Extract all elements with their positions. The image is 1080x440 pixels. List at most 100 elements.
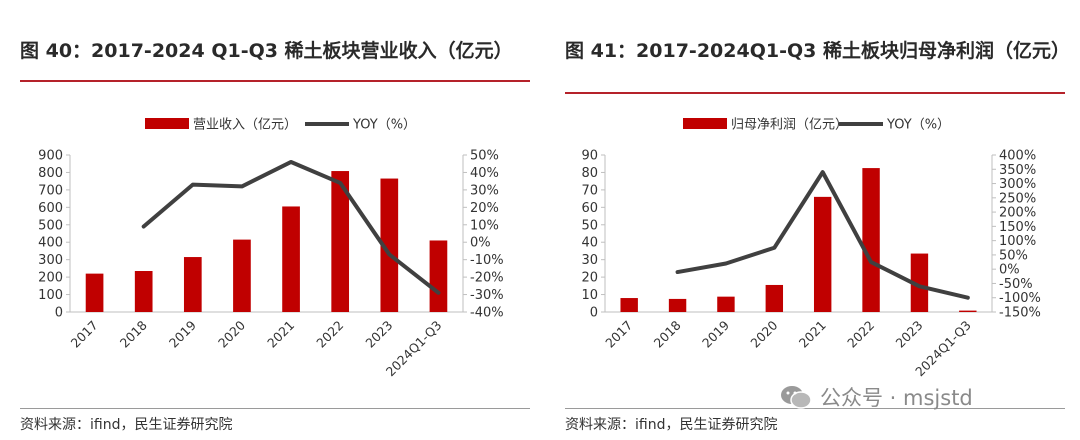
x-tick-label: 2018 bbox=[651, 317, 684, 350]
legend-label-bar: 营业收入（亿元） bbox=[193, 118, 297, 133]
y-right-tick-label: 10% bbox=[470, 218, 499, 233]
y-left-tick-label: 70 bbox=[581, 183, 598, 198]
bar bbox=[862, 168, 880, 312]
yoy-point bbox=[338, 181, 342, 185]
y-right-tick-label: 0% bbox=[470, 236, 491, 251]
x-tick-label: 2021 bbox=[264, 318, 297, 351]
y-left-tick-label: 800 bbox=[38, 166, 63, 181]
y-right-tick-label: -10% bbox=[470, 253, 504, 268]
bar bbox=[282, 206, 300, 312]
yoy-point bbox=[142, 224, 146, 229]
y-right-tick-label: -150% bbox=[999, 306, 1041, 321]
bar bbox=[717, 296, 735, 312]
y-right-tick-label: 200% bbox=[999, 206, 1036, 221]
y-right-tick-label: 50% bbox=[470, 149, 499, 164]
source-divider bbox=[565, 408, 1065, 409]
x-tick-label: 2019 bbox=[166, 317, 199, 350]
yoy-point bbox=[772, 246, 776, 250]
y-right-tick-label: 350% bbox=[999, 163, 1036, 178]
bar bbox=[233, 239, 251, 312]
revenue-chart: 0 100 200 300 400 500 600 700 800 900 -40% -30% -20%… bbox=[38, 118, 504, 380]
yoy-point bbox=[191, 183, 195, 187]
yoy-point bbox=[917, 284, 922, 288]
bar bbox=[910, 253, 929, 312]
wechat-icon bbox=[781, 386, 812, 409]
y-right-tick-label: 300% bbox=[999, 177, 1036, 192]
x-tick-label: 2020 bbox=[215, 317, 248, 350]
bar bbox=[429, 240, 448, 312]
y-left-tick-label: 700 bbox=[38, 183, 63, 198]
y-right-tick-label: 250% bbox=[999, 191, 1036, 206]
y-right-tick-label: 0% bbox=[999, 263, 1020, 278]
bar bbox=[620, 298, 638, 312]
yoy-point bbox=[724, 261, 728, 266]
y-left-tick-label: 30 bbox=[581, 253, 598, 268]
x-tick-label: 2018 bbox=[117, 317, 150, 350]
legend-label-line: YOY（%） bbox=[886, 118, 950, 133]
y-left-tick-label: 0 bbox=[55, 306, 63, 321]
title-divider bbox=[20, 80, 530, 82]
y-left-tick-label: 100 bbox=[38, 288, 63, 303]
y-left-tick-label: 900 bbox=[38, 149, 63, 164]
y-right-tick-label: 400% bbox=[999, 149, 1036, 164]
yoy-point bbox=[869, 260, 873, 264]
y-left-tick-label: 50 bbox=[581, 218, 598, 233]
y-left-tick-label: 500 bbox=[38, 218, 63, 233]
y-left-tick-label: 60 bbox=[581, 201, 598, 216]
y-right-tick-label: 100% bbox=[999, 234, 1036, 249]
chart-title: 图 41：2017-2024Q1-Q3 稀土板块归母净利润（亿元） bbox=[565, 40, 1070, 62]
legend-swatch-bar bbox=[145, 118, 189, 129]
y-right-tick-label: 150% bbox=[999, 220, 1036, 235]
y-left-tick-label: 300 bbox=[38, 253, 63, 268]
y-left-tick-label: 10 bbox=[581, 288, 598, 303]
x-tick-label: 2017 bbox=[68, 318, 101, 351]
x-tick-label: 2022 bbox=[844, 318, 877, 351]
yoy-point bbox=[966, 296, 970, 300]
net-profit-chart: 0 10 20 30 40 50 60 70 80 90 -150%-100%-50%0%50%10… bbox=[581, 118, 1041, 380]
y-right-tick-label: 50% bbox=[999, 248, 1028, 263]
y-left-tick-label: 40 bbox=[581, 236, 598, 251]
watermark-text: 公众号 · msjstd bbox=[820, 386, 973, 410]
title-divider bbox=[565, 92, 1065, 94]
yoy-point bbox=[436, 291, 441, 295]
bar bbox=[85, 273, 104, 312]
y-left-tick-label: 90 bbox=[581, 149, 598, 164]
bar bbox=[380, 178, 399, 312]
yoy-point bbox=[289, 160, 293, 164]
y-right-tick-label: 40% bbox=[470, 166, 499, 181]
x-tick-label: 2020 bbox=[747, 317, 780, 350]
bar bbox=[183, 257, 202, 312]
y-left-tick-label: 200 bbox=[38, 271, 63, 286]
x-tick-label: 2017 bbox=[602, 318, 635, 351]
x-tick-label: 2019 bbox=[699, 317, 732, 350]
y-right-tick-label: -100% bbox=[999, 291, 1041, 306]
x-tick-label: 2021 bbox=[796, 318, 829, 351]
x-tick-label: 2023 bbox=[892, 318, 925, 351]
y-right-tick-label: -20% bbox=[470, 271, 504, 286]
y-right-tick-label: 30% bbox=[470, 183, 499, 198]
yoy-point bbox=[821, 170, 825, 174]
bar bbox=[765, 284, 784, 312]
bar bbox=[134, 271, 153, 312]
y-right-tick-label: -30% bbox=[470, 288, 504, 303]
yoy-point bbox=[675, 270, 680, 274]
bar bbox=[331, 171, 350, 312]
bar bbox=[959, 310, 977, 312]
y-left-tick-label: 80 bbox=[581, 166, 598, 181]
source-divider bbox=[20, 408, 530, 409]
legend-label-line: YOY（%） bbox=[352, 118, 416, 133]
y-left-tick-label: 400 bbox=[38, 236, 63, 251]
source-note: 资料来源：ifind，民生证券研究院 bbox=[20, 417, 233, 433]
bar bbox=[813, 196, 832, 312]
y-left-tick-label: 600 bbox=[38, 201, 63, 216]
legend-swatch-bar bbox=[683, 118, 727, 129]
watermark: 公众号 · msjstd bbox=[780, 382, 973, 412]
y-left-tick-label: 0 bbox=[590, 306, 598, 321]
x-tick-label: 2022 bbox=[313, 318, 346, 351]
y-right-tick-label: 20% bbox=[470, 201, 499, 216]
yoy-point bbox=[240, 184, 244, 188]
bar bbox=[668, 298, 687, 312]
y-left-tick-label: 20 bbox=[581, 271, 598, 286]
x-tick-label: 2023 bbox=[362, 318, 395, 351]
chart-title: 图 40：2017-2024 Q1-Q3 稀土板块营业收入（亿元） bbox=[20, 40, 513, 62]
